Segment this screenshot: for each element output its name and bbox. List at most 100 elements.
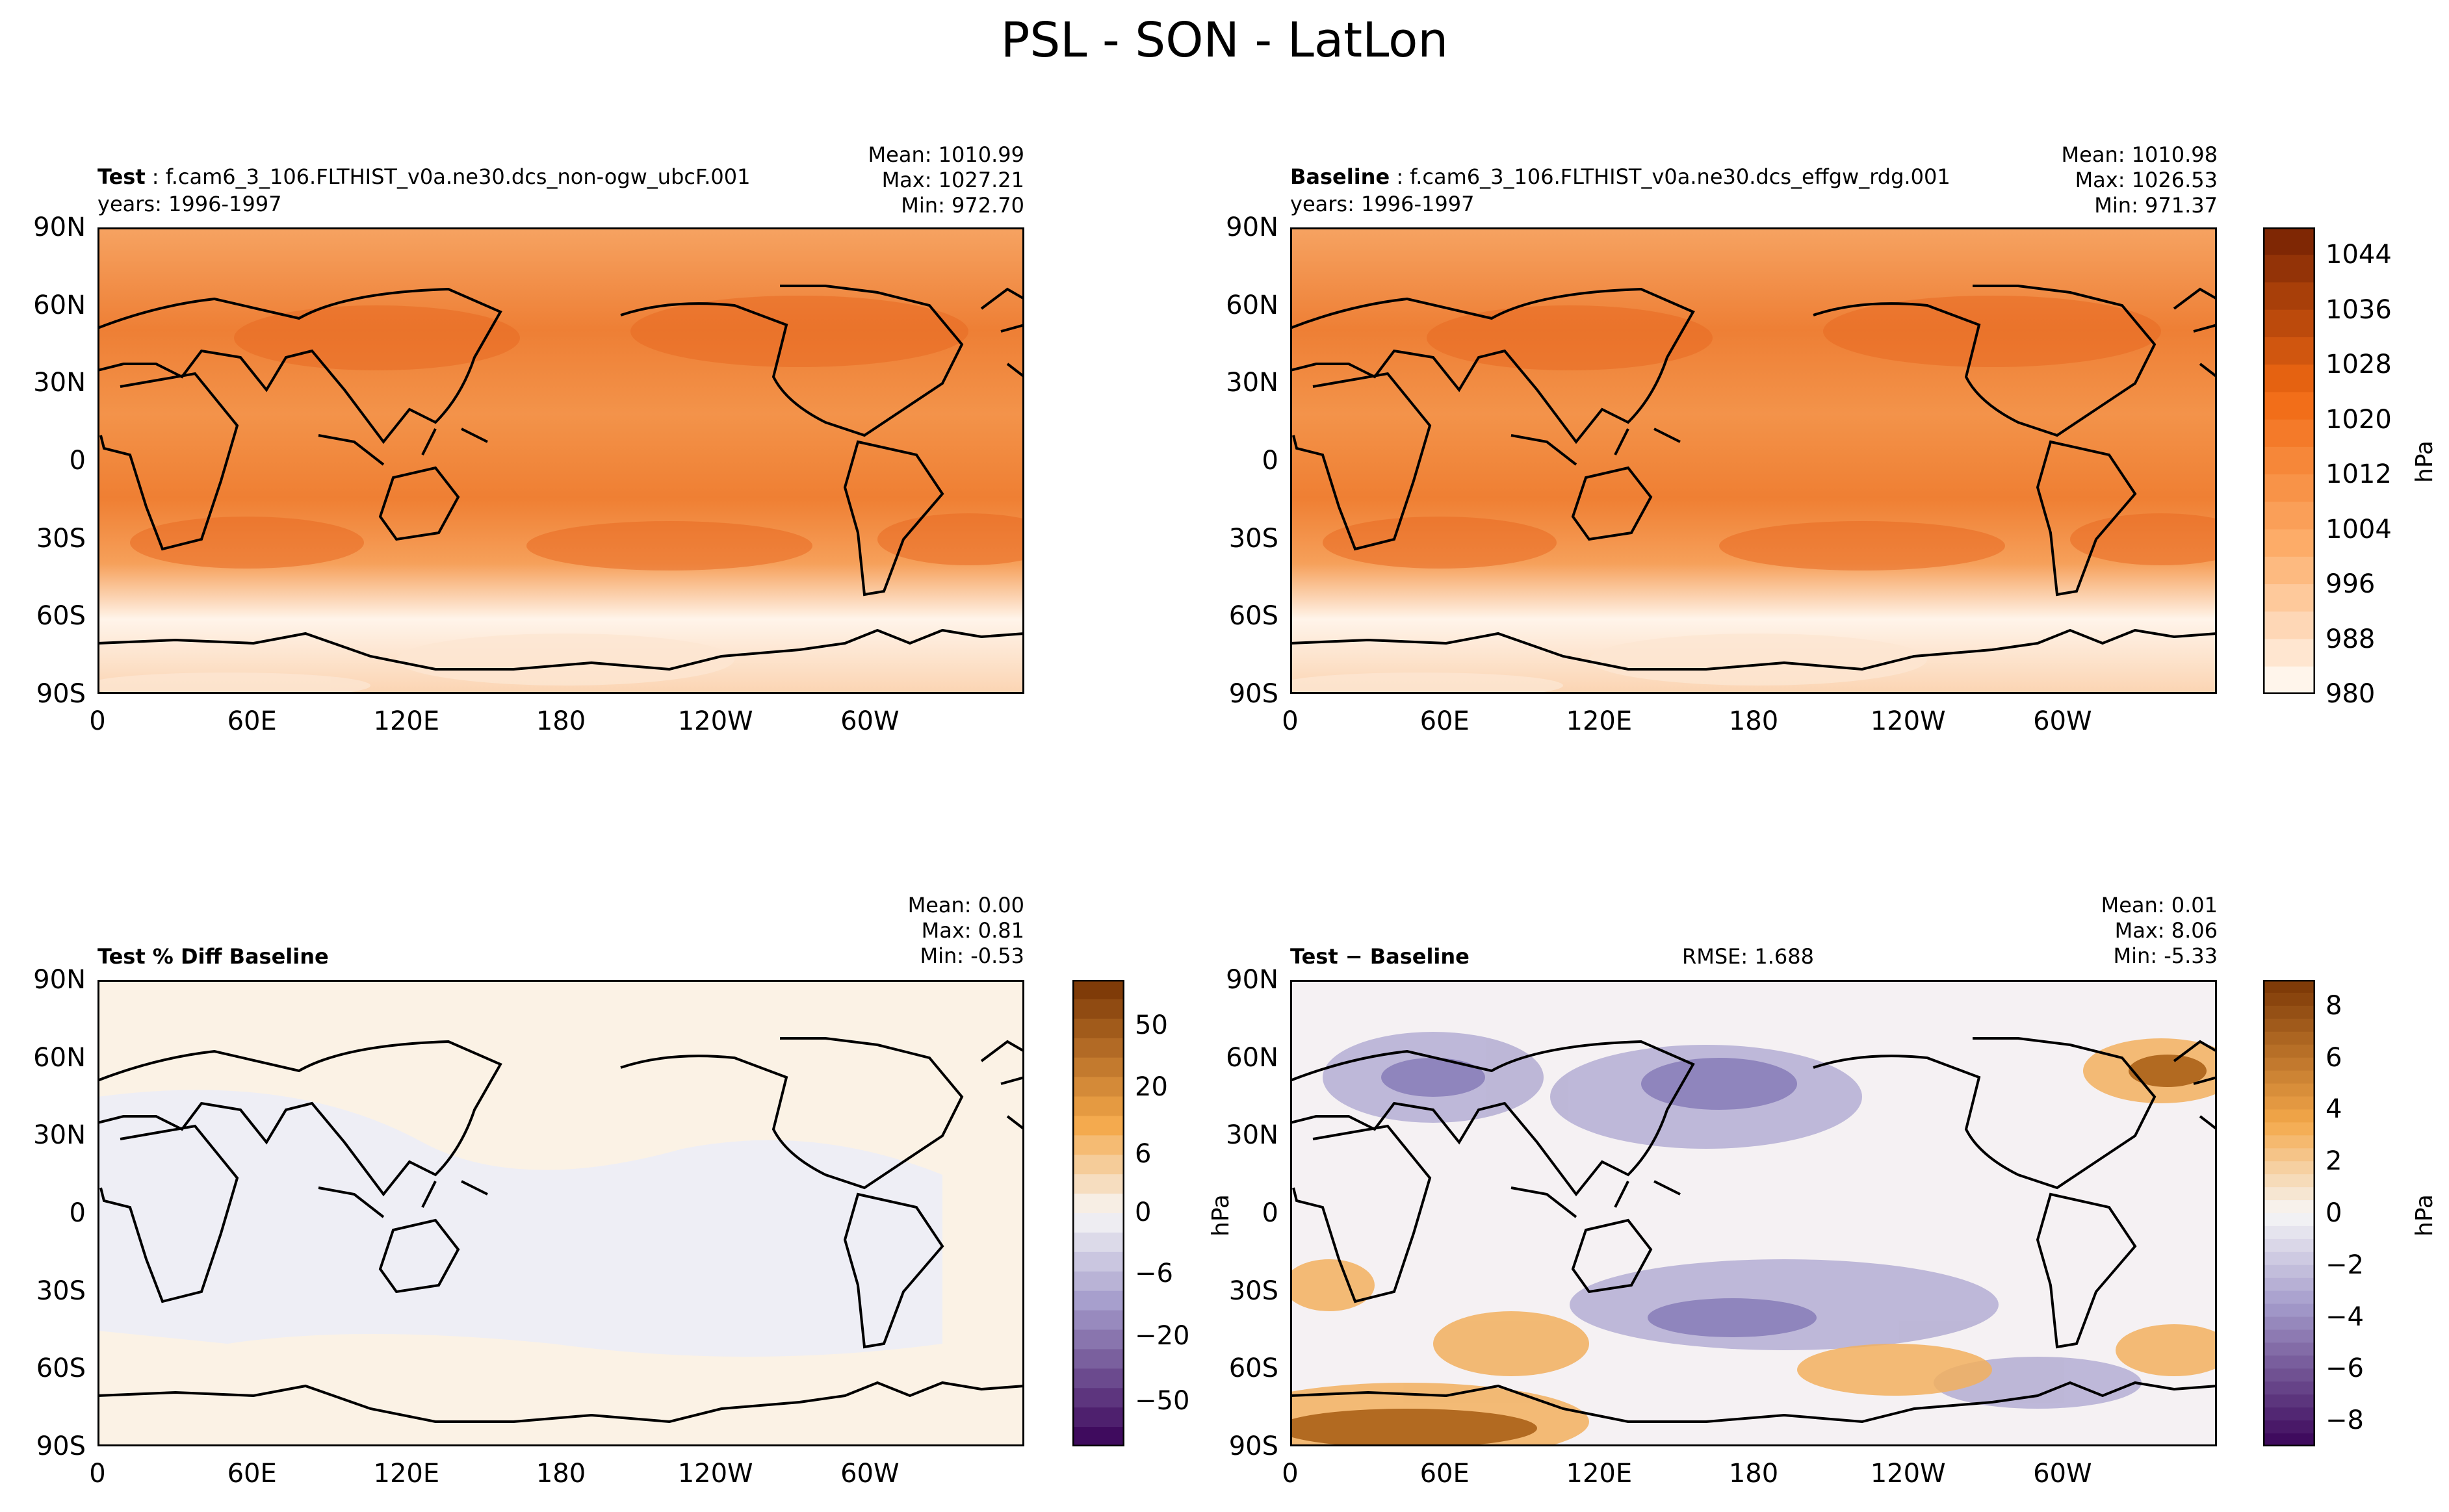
test-years: years: 1996-1997 <box>97 192 282 216</box>
colorbar-segment <box>2263 1342 2315 1356</box>
lon-tick-label: 120W <box>677 1459 753 1489</box>
colorbar-tick-label: −8 <box>2326 1405 2364 1436</box>
colorbar-tick-label: 1012 <box>2326 459 2392 490</box>
colorbar-tick-label: 1028 <box>2326 350 2392 380</box>
diff-header: Test − Baseline <box>1290 943 1470 969</box>
lat-tick-label: 60N <box>33 290 86 320</box>
colorbar-tick-label: 980 <box>2326 679 2376 709</box>
colorbar-segment <box>1072 999 1124 1019</box>
colorbar-segment <box>1072 1096 1124 1117</box>
colorbar-segment <box>2263 446 2315 475</box>
colorbar-segment <box>2263 1251 2315 1266</box>
colorbar-segment <box>2263 992 2315 1006</box>
colorbar-segment <box>2263 1368 2315 1382</box>
colorbar-segment <box>1072 1116 1124 1136</box>
colorbar-tick-label: 4 <box>2326 1094 2342 1125</box>
lon-tick-label: 180 <box>536 706 586 736</box>
lon-tick-label: 0 <box>1282 706 1299 736</box>
colorbar-segment <box>2263 1290 2315 1305</box>
lat-tick-label: 60S <box>1228 1353 1278 1384</box>
colorbar-tick-label: 1036 <box>2326 294 2392 325</box>
colorbar-segment <box>1072 1213 1124 1233</box>
abs-colorbar <box>2263 227 2315 694</box>
baseline-case-name: f.cam6_3_106.FLTHIST_v0a.ne30.dcs_effgw_… <box>1410 164 1950 189</box>
colorbar-segment <box>1072 1251 1124 1272</box>
baseline-max: Max: 1026.53 <box>2075 168 2218 192</box>
lat-tick-label: 30N <box>1226 1120 1278 1151</box>
lat-tick-label: 90N <box>33 212 86 242</box>
test-label: Test <box>97 164 146 189</box>
colorbar-segment <box>2263 1355 2315 1369</box>
colorbar-segment <box>1072 1194 1124 1214</box>
colorbar-segment <box>2263 556 2315 585</box>
lat-tick-label: 30S <box>36 1275 86 1306</box>
lon-tick-label: 0 <box>1282 1459 1299 1489</box>
colorbar-tick-label: 6 <box>1135 1139 1152 1169</box>
test-header: Test : f.cam6_3_106.FLTHIST_v0a.ne30.dcs… <box>97 164 751 189</box>
colorbar-segment <box>2263 474 2315 502</box>
colorbar-segment <box>2263 1264 2315 1279</box>
colorbar-segment <box>1072 1057 1124 1078</box>
colorbar-segment <box>2263 1070 2315 1084</box>
coastlines <box>97 1037 1024 1424</box>
colorbar-tick-label: 20 <box>1135 1072 1168 1102</box>
colorbar-tick-label: −6 <box>1135 1259 1173 1288</box>
coastlines <box>1290 1037 2217 1424</box>
colorbar-segment <box>2263 1096 2315 1110</box>
colorbar-segment <box>2263 1200 2315 1214</box>
lon-tick-label: 0 <box>89 706 106 736</box>
lon-tick-label: 120E <box>373 706 440 736</box>
colorbar-segment <box>2263 365 2315 393</box>
colorbar-segment <box>1072 1349 1124 1369</box>
colorbar-tick-label: 2 <box>2326 1146 2342 1177</box>
lon-tick-label: 60E <box>1419 706 1470 736</box>
colorbar-segment <box>2263 639 2315 667</box>
lon-tick-label: 120E <box>1566 1459 1633 1489</box>
colorbar-segment <box>1072 1018 1124 1039</box>
lat-tick-label: 60N <box>33 1042 86 1073</box>
diff-colorbar <box>2263 980 2315 1446</box>
test-min: Min: 972.70 <box>901 193 1024 218</box>
figure-title: PSL - SON - LatLon <box>1000 12 1449 68</box>
colorbar-segment <box>1072 1038 1124 1058</box>
colorbar-tick-label: −6 <box>2326 1353 2364 1384</box>
test-case-name: f.cam6_3_106.FLTHIST_v0a.ne30.dcs_non-og… <box>165 164 751 189</box>
baseline-mean: Mean: 1010.98 <box>2061 142 2218 167</box>
colorbar-segment <box>2263 1329 2315 1344</box>
colorbar-segment <box>1072 1368 1124 1389</box>
colorbar-segment <box>2263 282 2315 311</box>
diff-stats: Mean: 0.01 Max: 8.06 Min: -5.33 <box>2101 893 2218 969</box>
colorbar-segment <box>2263 1174 2315 1188</box>
lat-tick-label: 0 <box>69 446 86 476</box>
colorbar-segment <box>2263 309 2315 338</box>
diff-max: Max: 8.06 <box>2114 918 2218 943</box>
pctdiff-label: Test % Diff Baseline <box>97 944 329 969</box>
lon-tick-label: 60W <box>840 1459 900 1489</box>
lat-tick-label: 90S <box>36 679 86 709</box>
lon-tick-label: 60W <box>2033 706 2092 736</box>
lat-tick-label: 60S <box>1228 601 1278 632</box>
colorbar-segment <box>1072 1310 1124 1331</box>
baseline-years: years: 1996-1997 <box>1290 192 1475 216</box>
colorbar-tick-label: 0 <box>1135 1198 1152 1227</box>
colorbar-segment <box>2263 1083 2315 1097</box>
colorbar-segment <box>2263 1420 2315 1434</box>
colorbar-tick-label: 1020 <box>2326 404 2392 435</box>
lon-tick-label: 60W <box>2033 1459 2092 1489</box>
diff-mean: Mean: 0.01 <box>2101 893 2218 917</box>
colorbar-segment <box>1072 1155 1124 1175</box>
colorbar-segment <box>2263 1018 2315 1032</box>
lat-tick-label: 60N <box>1226 290 1278 320</box>
baseline-min: Min: 971.37 <box>2094 193 2218 218</box>
colorbar-segment <box>2263 1044 2315 1058</box>
colorbar-segment <box>2263 584 2315 612</box>
colorbar-tick-label: 1044 <box>2326 240 2392 270</box>
lon-tick-label: 120W <box>677 706 753 736</box>
colorbar-segment <box>2263 529 2315 557</box>
abs-colorbar-unit: hPa <box>2411 441 2438 483</box>
diff-map <box>1290 980 2217 1446</box>
baseline-label: Baseline <box>1290 164 1390 189</box>
colorbar-segment <box>2263 337 2315 365</box>
pctdiff-map <box>97 980 1024 1446</box>
pct-colorbar <box>1072 980 1124 1446</box>
